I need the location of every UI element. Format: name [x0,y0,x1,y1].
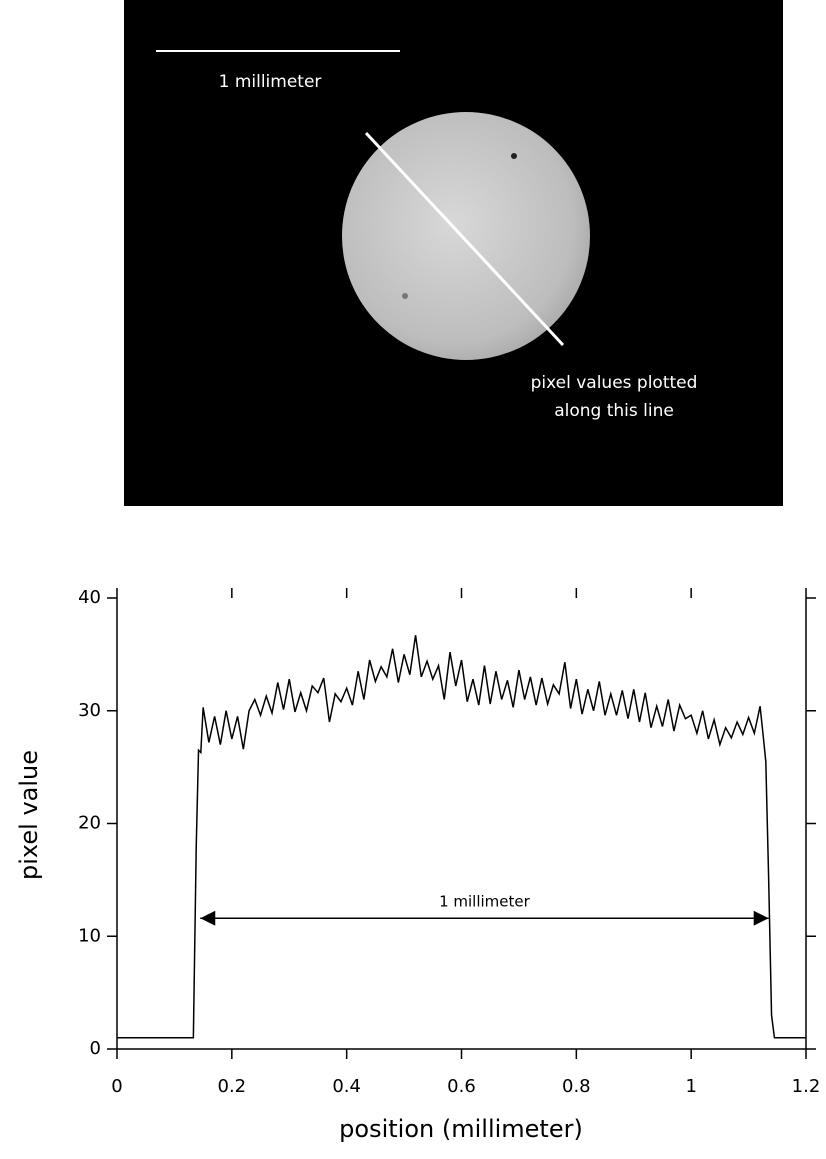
profile-line [364,131,565,347]
speck [402,293,408,299]
y-tick-label: 20 [78,813,101,834]
x-tick-label: 0.2 [218,1076,247,1097]
speck [511,153,517,159]
y-axis-title: pixel value [15,750,43,880]
x-axis-title: position (millimeter) [339,1115,583,1143]
x-tick-label: 1 [685,1076,696,1097]
annotation-label: 1 millimeter [439,893,531,911]
line-label: along this line [554,401,674,421]
y-tick-label: 0 [90,1038,101,1059]
x-tick-label: 0.6 [447,1076,476,1097]
plot: position (millimeter) pixel value 0 0.2 0.… [15,587,820,1143]
x-tick-label: 1.2 [792,1076,821,1097]
y-tick-label: 40 [78,587,101,608]
micrograph: 1 millimeter pixel values plotted along … [124,0,783,506]
scale-label: 1 millimeter [219,72,322,92]
x-tick-label: 0.8 [562,1076,591,1097]
x-tick-label: 0 [111,1076,122,1097]
line-label: pixel values plotted [531,373,698,393]
y-tick-label: 10 [78,925,101,946]
profile-line [117,635,806,1039]
x-tick-label: 0.4 [332,1076,361,1097]
y-tick-label: 30 [78,700,101,721]
